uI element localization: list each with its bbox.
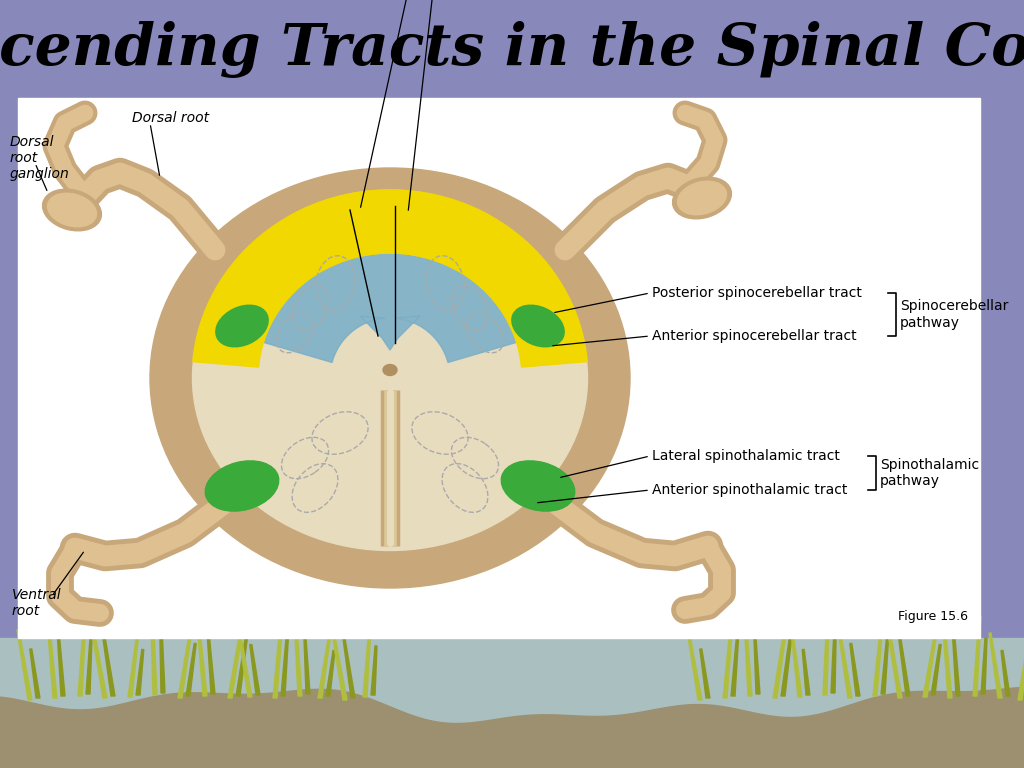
Polygon shape xyxy=(0,687,1024,768)
Ellipse shape xyxy=(216,305,268,347)
Polygon shape xyxy=(884,608,902,698)
Polygon shape xyxy=(723,608,734,698)
Polygon shape xyxy=(802,650,810,695)
Polygon shape xyxy=(1001,650,1010,696)
Ellipse shape xyxy=(678,181,726,215)
Polygon shape xyxy=(101,626,115,696)
Ellipse shape xyxy=(43,189,101,231)
Polygon shape xyxy=(273,603,284,698)
Polygon shape xyxy=(850,644,860,696)
Polygon shape xyxy=(230,203,550,362)
Polygon shape xyxy=(744,616,752,696)
Polygon shape xyxy=(281,630,289,696)
Polygon shape xyxy=(791,632,802,697)
Polygon shape xyxy=(207,634,215,694)
Polygon shape xyxy=(754,638,760,694)
Polygon shape xyxy=(304,638,310,694)
Ellipse shape xyxy=(512,305,564,347)
Polygon shape xyxy=(150,590,157,695)
Polygon shape xyxy=(318,633,331,698)
Polygon shape xyxy=(687,630,702,700)
Polygon shape xyxy=(989,633,1002,698)
Polygon shape xyxy=(941,603,952,698)
Polygon shape xyxy=(873,611,884,696)
Polygon shape xyxy=(86,638,92,694)
Polygon shape xyxy=(136,650,143,695)
Text: Spinocerebellar
pathway: Spinocerebellar pathway xyxy=(900,300,1009,329)
Polygon shape xyxy=(237,625,252,697)
Polygon shape xyxy=(17,630,32,700)
Text: Ventral
root: Ventral root xyxy=(12,588,61,618)
Polygon shape xyxy=(291,190,587,367)
Ellipse shape xyxy=(502,461,574,511)
Ellipse shape xyxy=(205,461,279,511)
Polygon shape xyxy=(78,616,86,696)
Polygon shape xyxy=(329,615,347,700)
Polygon shape xyxy=(837,623,852,698)
Polygon shape xyxy=(981,638,987,694)
Polygon shape xyxy=(731,633,738,696)
Text: Figure 15.6: Figure 15.6 xyxy=(898,610,968,623)
Ellipse shape xyxy=(47,194,96,227)
Polygon shape xyxy=(881,634,889,694)
Polygon shape xyxy=(236,633,248,696)
Text: Ascending Tracts in the Spinal Cord: Ascending Tracts in the Spinal Cord xyxy=(0,22,1024,78)
Polygon shape xyxy=(178,623,193,698)
Polygon shape xyxy=(160,620,165,693)
Polygon shape xyxy=(57,633,65,696)
Polygon shape xyxy=(46,608,57,698)
Ellipse shape xyxy=(150,168,630,588)
Polygon shape xyxy=(362,627,371,697)
Polygon shape xyxy=(326,650,335,696)
Ellipse shape xyxy=(193,206,588,551)
Polygon shape xyxy=(699,649,710,698)
Polygon shape xyxy=(30,649,40,698)
Ellipse shape xyxy=(383,365,397,376)
Text: Dorsal root: Dorsal root xyxy=(132,111,209,125)
Polygon shape xyxy=(196,611,207,696)
Polygon shape xyxy=(898,633,910,696)
Polygon shape xyxy=(781,626,793,696)
Polygon shape xyxy=(18,98,980,638)
Polygon shape xyxy=(128,632,139,697)
Polygon shape xyxy=(931,644,941,695)
Ellipse shape xyxy=(673,177,731,219)
Polygon shape xyxy=(823,590,830,695)
Text: Spinothalamic
pathway: Spinothalamic pathway xyxy=(880,458,979,488)
Polygon shape xyxy=(193,190,489,367)
Text: Dorsal
root
ganglion: Dorsal root ganglion xyxy=(10,135,70,181)
Polygon shape xyxy=(0,638,1024,768)
Polygon shape xyxy=(371,646,377,695)
Polygon shape xyxy=(86,598,106,698)
Text: Posterior spinocerebellar tract: Posterior spinocerebellar tract xyxy=(652,286,862,300)
Polygon shape xyxy=(228,608,246,698)
Polygon shape xyxy=(773,598,791,698)
Text: Anterior spinocerebellar tract: Anterior spinocerebellar tract xyxy=(652,329,857,343)
Text: Lateral spinothalamic tract: Lateral spinothalamic tract xyxy=(652,449,840,463)
Polygon shape xyxy=(952,630,961,696)
Polygon shape xyxy=(294,616,302,696)
Text: Anterior spinothalamic tract: Anterior spinothalamic tract xyxy=(652,483,848,497)
Polygon shape xyxy=(343,638,355,698)
Polygon shape xyxy=(186,644,197,696)
Polygon shape xyxy=(831,620,837,693)
Polygon shape xyxy=(923,625,938,697)
Polygon shape xyxy=(973,616,981,696)
Polygon shape xyxy=(250,644,260,695)
Polygon shape xyxy=(1018,645,1024,700)
